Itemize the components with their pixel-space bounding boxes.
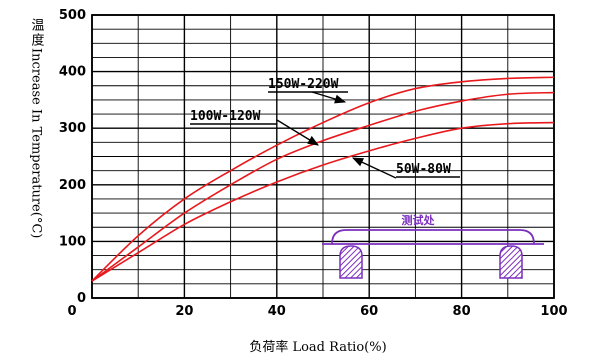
series-line-100w-120w	[91, 91, 555, 282]
series-label-150w-220w: 150W-220W	[268, 77, 348, 104]
series-line-50w-80w	[91, 121, 555, 282]
x-tick-label: 40	[268, 304, 286, 319]
series-annotations: 150W-220W 100W-120W 50W-80W	[190, 77, 460, 179]
x-tick-label: 60	[360, 304, 378, 319]
y-tick-label: 200	[59, 178, 86, 193]
plot-frame	[91, 14, 555, 299]
y-tick-label: 300	[59, 121, 86, 136]
x-tick-label: 20	[175, 304, 193, 319]
y-tick-label: 100	[59, 234, 86, 249]
test-point-support-right	[499, 245, 523, 279]
x-axis-title: 负荷率 Load Ratio(%)	[249, 339, 386, 355]
series-label-100w-120w: 100W-120W	[190, 109, 319, 146]
y-tick-label: 500	[59, 8, 86, 23]
svg-text:150W-220W: 150W-220W	[268, 77, 339, 92]
x-tick-label: 0	[67, 304, 76, 319]
series-lines	[91, 76, 555, 282]
y-tick-label: 0	[77, 291, 86, 306]
test-point-label: 测试处	[402, 213, 436, 227]
grid	[91, 14, 555, 299]
tick-labels: 0 100 200 300 400 500 0 20 40 60 80 100	[59, 8, 568, 319]
test-point-diagram: 测试处	[322, 213, 544, 279]
y-axis-title-en: Increase In Temperature(°C)	[29, 48, 44, 238]
y-tick-label: 400	[59, 65, 86, 80]
svg-text:50W-80W: 50W-80W	[396, 162, 451, 177]
test-point-bracket	[331, 229, 535, 245]
series-label-50w-80w: 50W-80W	[351, 157, 460, 179]
axes	[91, 14, 555, 299]
y-axis-title-cn: 温度	[29, 18, 45, 48]
x-tick-label: 100	[540, 304, 567, 319]
x-tick-label: 80	[453, 304, 471, 319]
series-line-150w-220w	[91, 76, 555, 282]
svg-text:100W-120W: 100W-120W	[190, 109, 261, 124]
test-point-support-left	[339, 245, 363, 279]
